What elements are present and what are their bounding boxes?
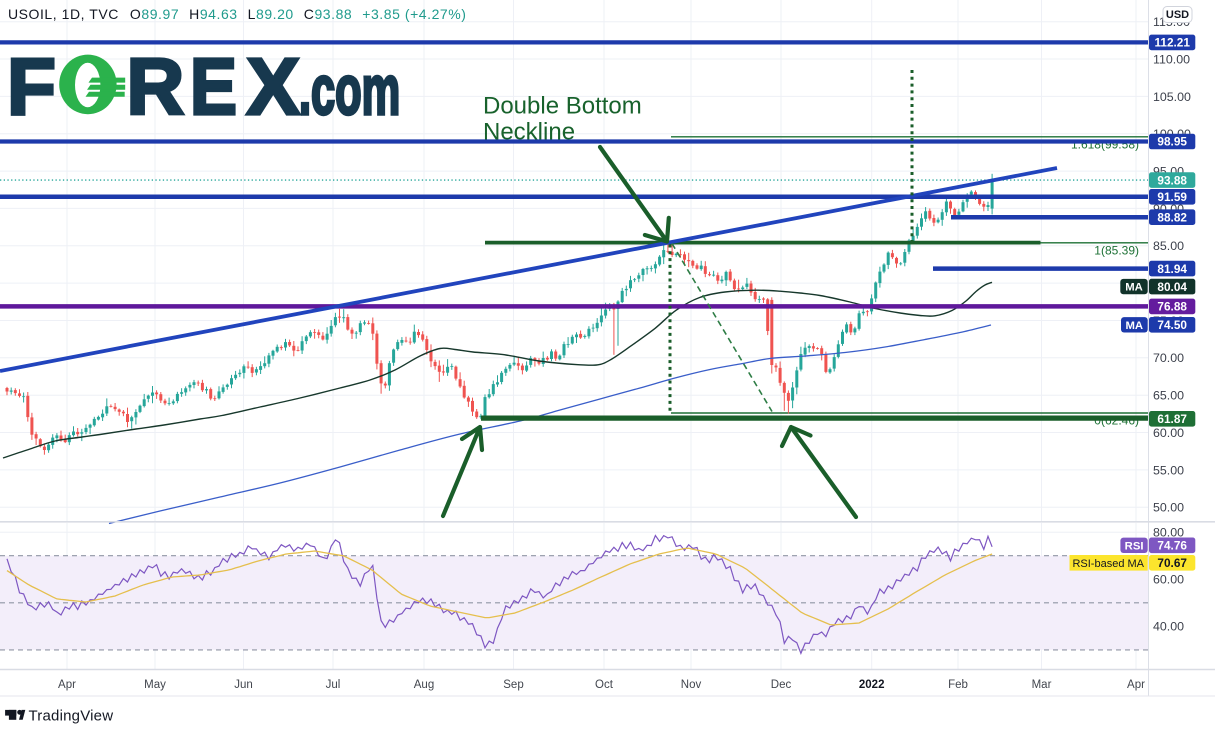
svg-text:.com: .com xyxy=(299,51,400,129)
svg-text:Mar: Mar xyxy=(1032,679,1052,691)
svg-text:1(85.39): 1(85.39) xyxy=(1094,243,1139,257)
svg-text:RSI: RSI xyxy=(1125,540,1144,552)
svg-text:81.94: 81.94 xyxy=(1157,262,1187,276)
svg-text:40.00: 40.00 xyxy=(1153,620,1184,634)
svg-text:Apr: Apr xyxy=(1127,679,1145,691)
svg-text:61.87: 61.87 xyxy=(1157,412,1187,426)
svg-text:Nov: Nov xyxy=(681,679,702,691)
svg-text:60.00: 60.00 xyxy=(1153,573,1184,587)
svg-text:80.00: 80.00 xyxy=(1153,526,1184,540)
svg-text:May: May xyxy=(144,679,166,691)
svg-text:Oct: Oct xyxy=(595,679,614,691)
svg-text:55.00: 55.00 xyxy=(1153,463,1184,477)
svg-text:MA: MA xyxy=(1126,320,1144,332)
svg-text:70.67: 70.67 xyxy=(1157,556,1187,570)
svg-text:Double Bottom: Double Bottom xyxy=(483,93,642,120)
svg-text:105.00: 105.00 xyxy=(1153,90,1191,104)
svg-text:112.21: 112.21 xyxy=(1154,36,1190,50)
svg-text:110.00: 110.00 xyxy=(1153,52,1190,66)
svg-text:Jun: Jun xyxy=(234,679,253,691)
svg-text:50.00: 50.00 xyxy=(1153,501,1184,515)
svg-text:70.00: 70.00 xyxy=(1153,351,1184,365)
svg-text:74.76: 74.76 xyxy=(1157,539,1187,553)
svg-text:98.95: 98.95 xyxy=(1157,135,1187,149)
svg-text:91.59: 91.59 xyxy=(1157,190,1187,204)
svg-text:E: E xyxy=(190,42,237,131)
svg-text:Dec: Dec xyxy=(771,679,792,691)
svg-text:Jul: Jul xyxy=(326,679,341,691)
svg-text:X: X xyxy=(247,42,300,131)
svg-text:Feb: Feb xyxy=(948,679,968,691)
svg-text:Sep: Sep xyxy=(503,679,523,691)
svg-text:RSI-based MA: RSI-based MA xyxy=(1072,558,1144,570)
svg-text:93.88: 93.88 xyxy=(1157,173,1187,187)
svg-text:80.04: 80.04 xyxy=(1157,280,1187,294)
svg-text:Aug: Aug xyxy=(414,679,434,691)
svg-text:MA: MA xyxy=(1125,282,1143,294)
svg-text:85.00: 85.00 xyxy=(1153,239,1184,253)
svg-text:Apr: Apr xyxy=(58,679,76,691)
svg-text:76.88: 76.88 xyxy=(1157,300,1187,314)
svg-text:F: F xyxy=(7,42,56,131)
svg-text:74.50: 74.50 xyxy=(1157,318,1187,332)
svg-text:65.00: 65.00 xyxy=(1153,389,1184,403)
svg-text:2022: 2022 xyxy=(859,679,885,691)
svg-text:R: R xyxy=(127,42,185,131)
svg-text:TradingView: TradingView xyxy=(29,708,114,725)
svg-text:88.82: 88.82 xyxy=(1157,210,1187,224)
svg-text:USD: USD xyxy=(1166,9,1189,21)
svg-text:Neckline: Neckline xyxy=(483,119,575,146)
svg-text:60.00: 60.00 xyxy=(1153,426,1184,440)
